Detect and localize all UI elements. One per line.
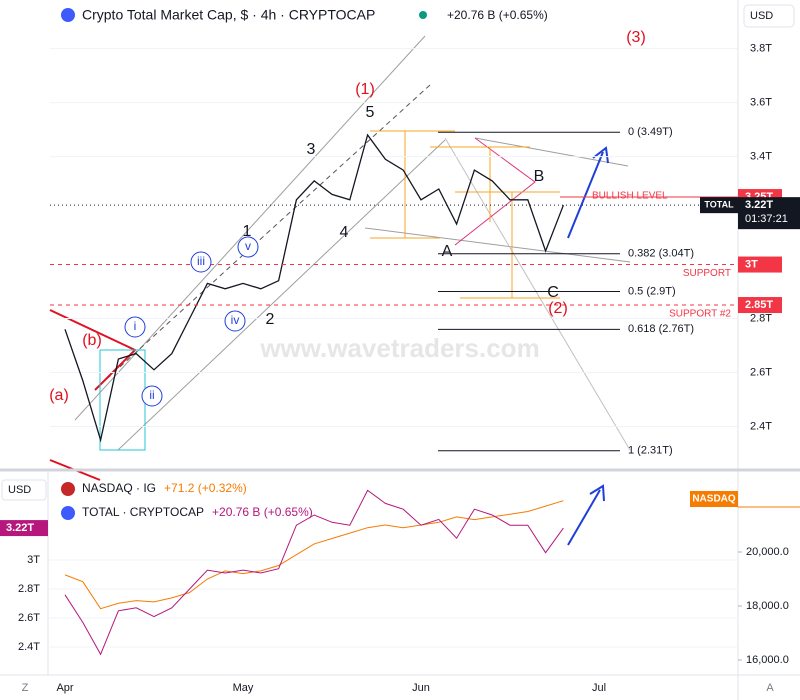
fib-label: 0.618 (2.76T) [628,323,694,335]
level-badge-label: 3T [745,258,758,270]
trend-line [474,137,629,167]
series-badge [700,197,738,214]
x-tick-label: Jul [592,682,606,694]
legend-icon [61,482,75,496]
price-line [64,133,565,443]
legend-icon [61,506,75,520]
wave-circle [124,316,146,338]
fib-label: 0.382 (3.04T) [628,248,694,260]
y2-tick-label: 16,000.0 [746,654,789,666]
wave-label: (3) [626,29,646,46]
wave-label: A [442,243,453,260]
wave-circle [190,251,212,273]
wave-label: B [534,168,545,185]
channel-line [117,139,446,451]
wave-label: v [245,239,251,253]
series-badge-label: TOTAL [704,200,734,210]
channel-line [99,84,431,386]
level-label: BULLISH LEVEL [592,191,668,202]
wave-label: (2) [548,300,568,317]
wave-label: (b) [82,332,102,349]
channel-line [74,35,426,421]
legend-change: +71.2 (+0.32%) [164,481,247,495]
wave-circle [141,385,163,407]
status-dot [419,11,427,19]
arrow-head [589,484,605,502]
wave-label: (1) [355,81,375,98]
left-button[interactable]: Z [22,682,29,694]
x-tick-label: May [233,682,254,694]
chart-title: Crypto Total Market Cap, $ · 4h · CRYPTO… [82,7,375,23]
y-tick-label: 2.8T [750,312,772,324]
currency-label[interactable]: USD [750,10,773,22]
watermark: www.wavetraders.com [259,333,539,363]
wave-circle [237,236,259,258]
y-tick-label: 2.6T [18,612,40,624]
wave-label: ii [149,388,154,402]
fib-label: 0 (3.49T) [628,126,673,138]
wave-label: 5 [366,104,375,121]
triangle [454,137,536,246]
level-badge [738,256,782,273]
level-label: SUPPORT [683,268,731,279]
compare-line [64,489,564,656]
wave-label: 4 [340,224,349,241]
legend-name: NASDAQ · IG [82,481,156,495]
countdown: 01:37:21 [745,213,788,225]
level-label: SUPPORT #2 [669,309,731,320]
y2-tick-label: 18,000.0 [746,600,789,612]
wave-label: C [547,284,559,301]
symbol-icon [61,8,75,22]
wave-label: iii [197,254,205,268]
left-badge [0,520,48,537]
arrow [567,489,601,546]
trend-line [444,137,631,451]
compare-line [64,500,564,610]
fib-label: 1 (2.31T) [628,445,673,457]
last-price-label: 3.22T [745,199,773,211]
header-change: +20.76 B (+0.65%) [447,8,548,22]
wave-label: 3 [307,141,316,158]
lower-currency-label[interactable]: USD [8,484,31,496]
y-tick-label: 3T [27,554,40,566]
wave-label: 2 [266,311,275,328]
right-badge [690,491,738,507]
wave-label: 1 [243,223,252,240]
wave-circle [224,310,246,332]
y-tick-label: 2.6T [750,366,772,378]
y-tick-label: 2.4T [750,420,772,432]
trend-line [364,227,631,263]
level-badge-label: 2.85T [745,299,773,311]
arrow [567,151,604,239]
legend-change: +20.76 B (+0.65%) [212,505,313,519]
fib-label: 0.5 (2.9T) [628,285,676,297]
arrow-head [592,146,609,164]
legend-name: TOTAL · CRYPTOCAP [82,505,204,519]
y-tick-label: 3.4T [750,150,772,162]
x-tick-label: Apr [56,682,73,694]
wave-label: i [134,319,137,333]
y2-tick-label: 20,000.0 [746,546,789,558]
x-tick-label: Jun [412,682,430,694]
right-button[interactable]: A [766,682,774,694]
y-tick-label: 2.8T [18,583,40,595]
wave-label: iv [231,313,240,327]
lower-currency-button[interactable] [1,479,47,501]
right-badge-label: NASDAQ [692,494,736,505]
wave-label: (a) [49,387,69,404]
currency-button[interactable] [743,4,795,28]
y-tick-label: 3.6T [750,96,772,108]
left-badge-label: 3.22T [6,522,34,534]
y-tick-label: 2.4T [18,641,40,653]
last-price-badge [738,197,800,230]
level-badge [738,297,782,314]
y-tick-label: 3.8T [750,42,772,54]
